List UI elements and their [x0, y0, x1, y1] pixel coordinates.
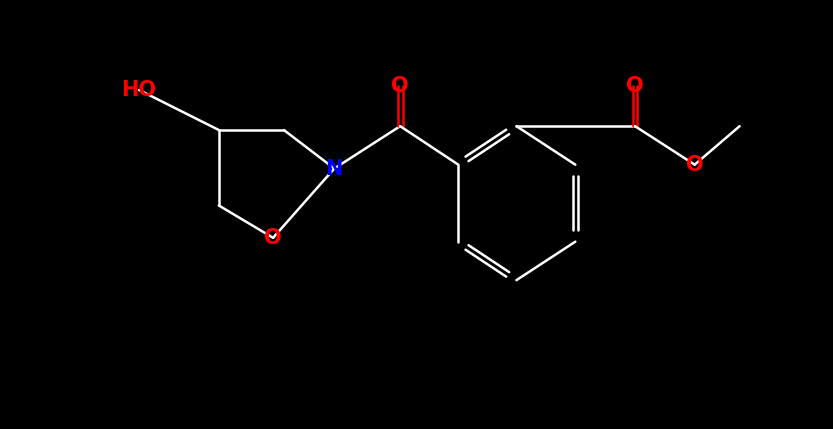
Text: O: O	[686, 155, 704, 175]
Text: O: O	[626, 76, 644, 96]
Text: N: N	[326, 159, 343, 178]
Text: O: O	[264, 228, 282, 248]
Text: HO: HO	[122, 80, 157, 100]
Text: O: O	[392, 76, 409, 96]
